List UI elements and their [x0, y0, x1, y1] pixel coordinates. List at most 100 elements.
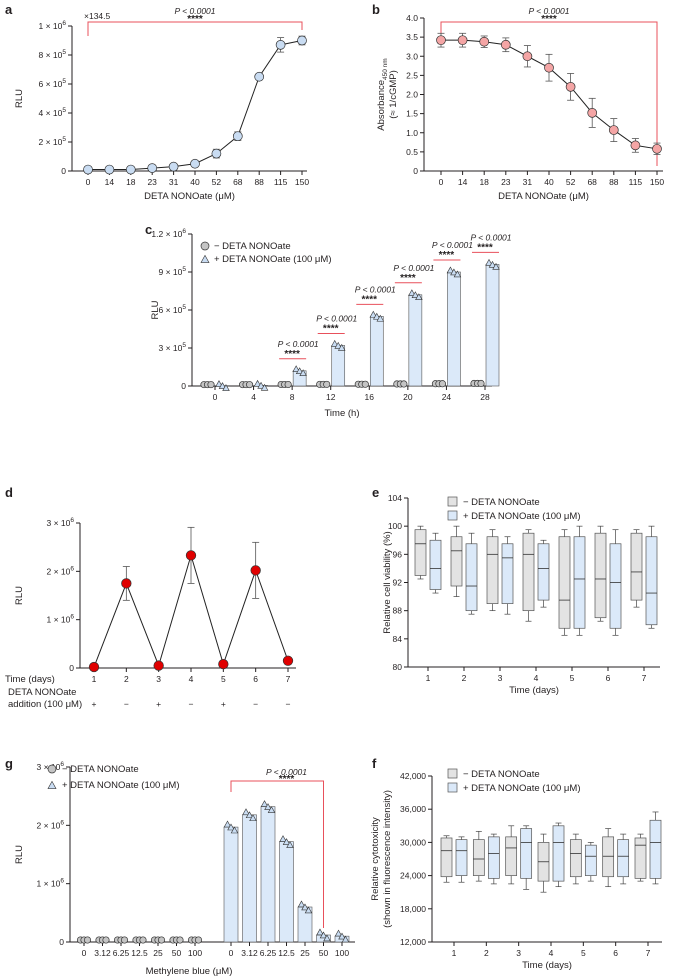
significance-stars: ****	[477, 242, 493, 253]
panel-letter: g	[5, 756, 13, 771]
series-line	[88, 40, 303, 171]
x-tick-label: 6	[613, 948, 618, 958]
data-point-plus	[488, 260, 497, 268]
x-tick-label: 12.5	[131, 948, 148, 958]
p-value: P < 0.0001	[278, 339, 319, 349]
addition-sign: −	[286, 699, 291, 709]
data-point	[457, 35, 468, 46]
y-axis-label: Relative cytotoxicity	[370, 817, 381, 901]
data-point-plus	[297, 900, 306, 908]
y-tick-label: 30,000	[400, 837, 426, 847]
x-tick-label: 4	[251, 392, 256, 402]
x-tick-label: 88	[609, 177, 619, 187]
y-tick-label: 9 × 105	[159, 266, 187, 277]
bar-plus	[331, 345, 346, 387]
legend-marker-plus	[200, 254, 210, 263]
x-tick-label: 5	[221, 674, 226, 684]
box-minus	[594, 532, 607, 619]
x-tick-label: 4	[534, 673, 539, 683]
x-axis-label: DETA NONOate (μM)	[498, 191, 589, 202]
x-tick-label: 40	[544, 177, 554, 187]
significance-bracket	[440, 21, 658, 166]
data-point-plus	[316, 928, 324, 936]
data-point	[282, 655, 294, 666]
box-minus	[522, 532, 535, 612]
panel-c: c 0 3 × 105 6 × 105 9 × 105 1.2 × 106 0 4 8 12 16 2…	[145, 222, 512, 419]
x-tick-label: 6	[606, 673, 611, 683]
y-tick-label: 88	[393, 606, 403, 616]
y-tick-label: 42,000	[400, 771, 426, 781]
box-plus	[617, 839, 630, 878]
data-point-plus	[446, 266, 455, 274]
data-point	[479, 36, 490, 47]
x-tick-label: 4	[189, 674, 194, 684]
x-tick-label: 12	[326, 392, 336, 402]
legend-label: − DETA NONOate	[62, 764, 139, 775]
data-point-plus	[334, 929, 343, 937]
x-tick-label: 14	[458, 177, 468, 187]
box-minus	[440, 837, 453, 878]
legend-label: + DETA NONOate (100 μM)	[214, 254, 331, 265]
y-tick-label: 84	[393, 634, 403, 644]
x-tick-label: 0	[86, 177, 91, 187]
box-plus	[455, 839, 468, 876]
addition-sign: +	[92, 699, 97, 709]
box-plus	[645, 536, 658, 626]
x-tick-label: 24	[442, 392, 452, 402]
data-point-plus	[264, 803, 272, 810]
bar-plus	[369, 316, 384, 387]
x-tick-label: 52	[212, 177, 222, 187]
data-point	[83, 164, 93, 175]
y-tick-label: 8 × 105	[39, 49, 67, 60]
x-tick-label: 115	[629, 177, 643, 187]
y-tick-label: 2 × 106	[47, 565, 75, 576]
x-tick-label: 7	[642, 673, 647, 683]
y-axis-label: RLU	[14, 89, 25, 108]
data-point	[254, 71, 265, 82]
p-value: P < 0.0001	[174, 6, 215, 16]
panel-letter: a	[5, 2, 13, 17]
significance-stars: ****	[541, 14, 557, 25]
legend-box-minus	[447, 496, 458, 507]
significance-stars: ****	[439, 250, 455, 261]
x-tick-label: 52	[566, 177, 576, 187]
panel-f: f 12,000 18,000 24,000 30,000 36,000 42,000 1 2 3…	[370, 756, 662, 971]
data-point	[232, 131, 243, 142]
bar-plus	[447, 271, 461, 387]
y-tick-label: 2.5	[406, 70, 418, 80]
data-point-minus	[194, 936, 203, 944]
x-tick-label: 16	[365, 392, 375, 402]
data-point	[436, 35, 446, 46]
y-tick-label: 4 × 105	[39, 107, 67, 118]
legend-label: − DETA NONOate	[463, 497, 540, 508]
legend-marker-plus	[47, 780, 57, 789]
data-point-plus	[222, 384, 230, 391]
data-point-plus	[369, 310, 378, 318]
box-plus	[609, 543, 622, 629]
y-tick-label: 18,000	[400, 904, 426, 914]
data-point-minus	[102, 936, 110, 944]
box-minus	[569, 839, 582, 878]
y-tick-label: 1.5	[406, 109, 418, 119]
data-point	[275, 39, 286, 50]
data-point-plus	[260, 383, 269, 391]
data-point	[168, 161, 179, 172]
data-point-minus	[323, 380, 331, 388]
x-tick-label: 6.25	[260, 948, 277, 958]
x-tick-label: 18	[479, 177, 489, 187]
y-axis-label: RLU	[14, 845, 25, 864]
panel-a: a 0 2 × 105 4 × 105 6 × 105 8 × 105 1 × 106 0 14…	[5, 2, 309, 202]
x-tick-label: 0	[82, 948, 87, 958]
data-point	[565, 81, 576, 92]
x-tick-label: 31	[523, 177, 533, 187]
addition-label: addition (100 μM)	[8, 699, 82, 710]
data-point-minus	[284, 380, 292, 389]
bar-plus	[408, 294, 423, 387]
legend-box-plus	[447, 782, 458, 793]
y-tick-label: 6 × 105	[39, 78, 67, 89]
significance-stars: ****	[284, 349, 300, 360]
panel-letter: b	[372, 2, 380, 17]
data-point-plus	[299, 369, 307, 377]
x-tick-label: 68	[233, 177, 243, 187]
